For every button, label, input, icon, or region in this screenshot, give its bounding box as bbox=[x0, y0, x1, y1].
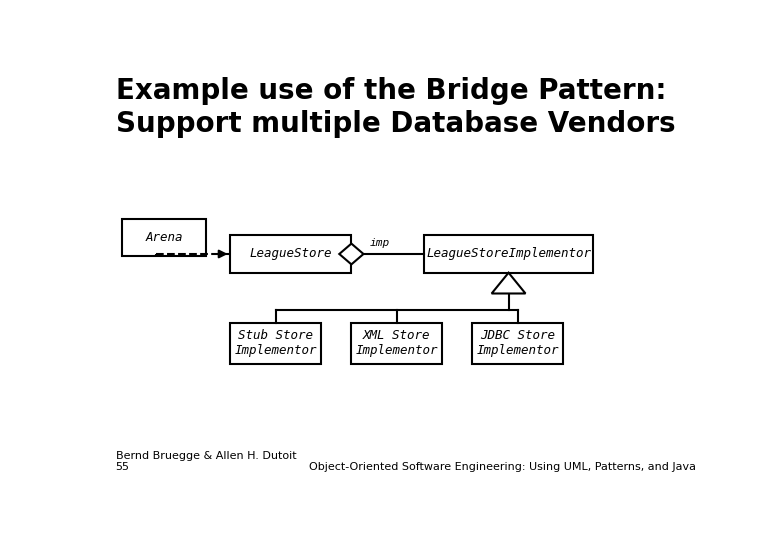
Text: Bernd Bruegge & Allen H. Dutoit
55: Bernd Bruegge & Allen H. Dutoit 55 bbox=[115, 451, 296, 472]
FancyBboxPatch shape bbox=[424, 235, 594, 273]
Text: Stub Store
Implementor: Stub Store Implementor bbox=[235, 329, 317, 357]
FancyBboxPatch shape bbox=[231, 322, 321, 364]
Text: imp: imp bbox=[370, 238, 390, 248]
Text: Object-Oriented Software Engineering: Using UML, Patterns, and Java: Object-Oriented Software Engineering: Us… bbox=[309, 462, 696, 472]
Polygon shape bbox=[339, 244, 363, 265]
FancyBboxPatch shape bbox=[351, 322, 442, 364]
Text: JDBC Store
Implementor: JDBC Store Implementor bbox=[477, 329, 559, 357]
Text: XML Store
Implementor: XML Store Implementor bbox=[356, 329, 438, 357]
Text: LeagueStore: LeagueStore bbox=[250, 247, 332, 260]
Text: LeagueStoreImplementor: LeagueStoreImplementor bbox=[426, 247, 591, 260]
Text: Arena: Arena bbox=[145, 231, 183, 244]
Polygon shape bbox=[491, 273, 526, 294]
FancyBboxPatch shape bbox=[473, 322, 563, 364]
Text: Example use of the Bridge Pattern:
Support multiple Database Vendors: Example use of the Bridge Pattern: Suppo… bbox=[115, 77, 675, 138]
FancyBboxPatch shape bbox=[231, 235, 351, 273]
FancyBboxPatch shape bbox=[122, 219, 206, 256]
